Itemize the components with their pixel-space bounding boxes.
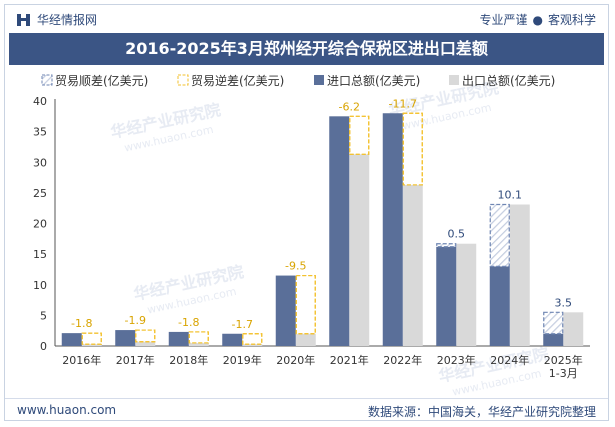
export-bar <box>242 344 263 346</box>
y-tick-label: 0 <box>40 340 47 353</box>
surplus-label: 3.5 <box>555 296 573 309</box>
deficit-segment <box>402 112 423 186</box>
footer-divider <box>5 398 608 399</box>
import-bar <box>543 333 564 346</box>
legend-label: 贸易顺差(亿美元) <box>55 73 148 88</box>
y-tick-label: 10 <box>33 279 47 292</box>
deficit-outline <box>81 332 102 345</box>
x-tick-label: 2024年 <box>490 353 529 367</box>
x-tick-label: 2022年 <box>383 353 422 367</box>
export-bar <box>295 333 316 346</box>
deficit-segment <box>242 333 263 345</box>
deficit-segment <box>188 331 209 344</box>
surplus-segment <box>489 203 510 267</box>
deficit-segment <box>81 332 102 345</box>
deficit-outline <box>349 115 370 155</box>
deficit-outline <box>188 331 209 344</box>
x-tick-label: 2017年 <box>116 353 155 367</box>
deficit-outline <box>242 333 263 345</box>
export-bar <box>402 184 423 346</box>
deficit-label: -1.7 <box>232 318 253 331</box>
y-tick-label: 20 <box>33 218 47 231</box>
footer-website: www.huaon.com <box>17 403 117 417</box>
surplus-label: 0.5 <box>448 228 466 241</box>
import-bar <box>115 330 136 346</box>
x-tick-label: 2018年 <box>169 353 208 367</box>
export-bar <box>456 243 477 346</box>
import-bar <box>222 333 243 346</box>
surplus-label: 10.1 <box>498 189 523 202</box>
import-bar <box>489 266 510 346</box>
legend-label: 贸易逆差(亿美元) <box>191 73 284 88</box>
legend-swatch-export <box>449 75 459 85</box>
export-bar <box>509 204 530 346</box>
y-tick-label: 25 <box>33 187 47 200</box>
deficit-label: -1.8 <box>178 316 199 329</box>
import-bar <box>61 333 82 346</box>
deficit-label: -6.2 <box>339 100 360 113</box>
deficit-segment <box>349 115 370 155</box>
tagline-dot: ● <box>532 13 543 27</box>
deficit-segment <box>135 329 156 343</box>
surplus-segment <box>436 243 457 248</box>
import-bar <box>168 331 189 346</box>
x-tick-label: 2016年 <box>62 353 101 367</box>
x-tick-label: 2025年 <box>544 353 583 367</box>
brand-name: 华经情报网 <box>37 13 98 27</box>
export-bar <box>135 341 156 346</box>
surplus-segment <box>543 311 564 335</box>
x-tick-label: 2019年 <box>223 353 262 367</box>
export-bar <box>188 342 209 346</box>
deficit-label: -11.7 <box>389 97 417 110</box>
import-bar <box>329 116 350 346</box>
legend-swatch-deficit <box>177 74 189 86</box>
legend-swatch-surplus <box>41 74 53 86</box>
tagline-left: 专业严谨 <box>479 13 528 27</box>
deficit-label: -1.9 <box>125 314 146 327</box>
x-tick-label: 2023年 <box>437 353 476 367</box>
y-tick-label: 15 <box>33 248 47 261</box>
title-bar: 2016-2025年3月郑州经开综合保税区进出口差额 <box>9 33 604 65</box>
deficit-segment <box>295 274 316 335</box>
export-bar <box>563 312 584 346</box>
x-tick-label: 2021年 <box>330 353 369 367</box>
legend-label: 进口总额(亿美元) <box>327 73 420 88</box>
chart-title: 2016-2025年3月郑州经开综合保税区进出口差额 <box>125 39 488 58</box>
tagline-right: 客观科学 <box>547 13 596 27</box>
y-tick-label: 40 <box>33 95 47 108</box>
y-tick-label: 35 <box>33 126 47 139</box>
deficit-label: -9.5 <box>285 260 306 273</box>
export-bar <box>349 154 370 346</box>
x-tick-label: 1-3月 <box>549 367 578 380</box>
deficit-outline <box>135 329 156 343</box>
export-bar <box>81 344 102 346</box>
import-bar <box>382 113 403 346</box>
deficit-label: -1.8 <box>71 317 92 330</box>
top-bar: 华经情报网 专业严谨 ● 客观科学 <box>5 5 608 33</box>
import-bar <box>436 246 457 346</box>
import-bar <box>275 275 296 346</box>
y-tick-label: 30 <box>33 156 47 169</box>
x-tick-label: 2020年 <box>276 353 315 367</box>
footer-source: 数据来源：中国海关，华经产业研究院整理 <box>367 405 596 419</box>
deficit-outline <box>295 274 316 335</box>
deficit-outline <box>402 112 423 186</box>
legend-swatch-import <box>314 75 324 85</box>
tagline: 专业严谨 ● 客观科学 <box>479 11 596 28</box>
legend-label: 出口总额(亿美元) <box>462 73 555 88</box>
brand-logo-icon <box>17 13 31 27</box>
brand: 华经情报网 <box>17 11 97 28</box>
y-tick-label: 5 <box>40 309 47 322</box>
